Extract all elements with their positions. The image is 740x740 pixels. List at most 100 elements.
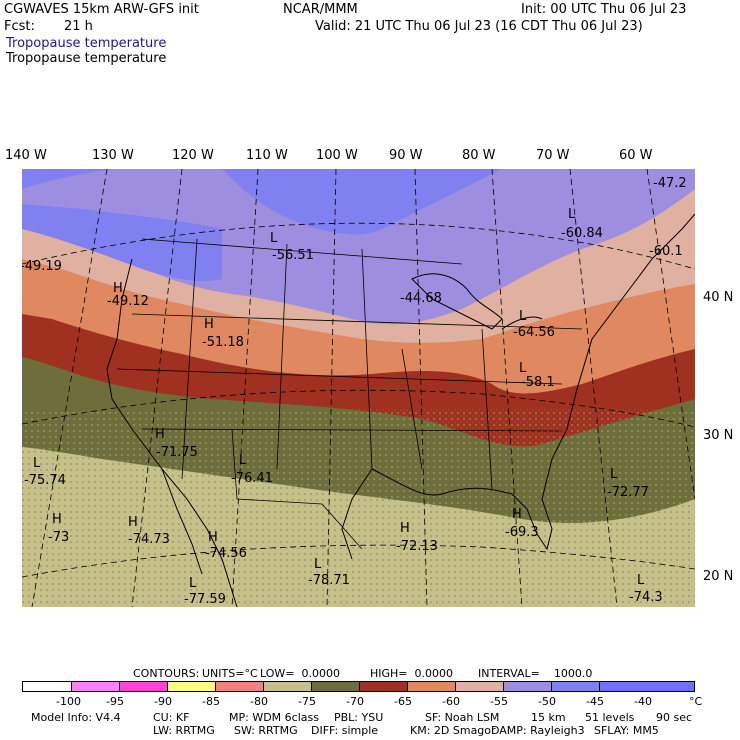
valid-time: Valid: 21 UTC Thu 06 Jul 23 (16 CDT Thu … bbox=[315, 19, 643, 34]
lon-label: 100 W bbox=[316, 148, 358, 163]
color-bar-label: -55 bbox=[490, 695, 508, 708]
field-value: -71.75 bbox=[156, 445, 198, 460]
damp-scheme: DAMP: Rayleigh3 bbox=[491, 724, 585, 737]
field-title-2: Tropopause temperature bbox=[6, 51, 167, 66]
field-value: -49.12 bbox=[107, 294, 149, 309]
lw-scheme: LW: RRTMG bbox=[153, 724, 215, 737]
color-bar-cell bbox=[455, 681, 504, 692]
sf-scheme: SF: Noah LSM bbox=[425, 711, 500, 724]
color-bar-cell bbox=[263, 681, 312, 692]
color-bar-cell bbox=[119, 681, 168, 692]
color-bar-cell bbox=[167, 681, 216, 692]
pbl-scheme: PBL: YSU bbox=[334, 711, 384, 724]
color-bar-label: -85 bbox=[202, 695, 220, 708]
field-value: -74.73 bbox=[128, 532, 170, 547]
field-value: -49.19 bbox=[22, 259, 62, 274]
low-marker: L bbox=[239, 453, 247, 468]
lon-label: 140 W bbox=[5, 148, 47, 163]
forecast-hour: 21 h bbox=[64, 19, 93, 34]
interval-label: INTERVAL= 1000.0 bbox=[478, 667, 593, 680]
lat-label: 30 N bbox=[703, 428, 734, 443]
init-time: Init: 00 UTC Thu 06 Jul 23 bbox=[521, 2, 687, 17]
low-marker: L bbox=[189, 576, 197, 591]
color-bar-cell bbox=[71, 681, 120, 692]
sw-scheme: SW: RRTMG bbox=[234, 724, 298, 737]
color-bar-cell bbox=[599, 681, 695, 692]
lon-label: 70 W bbox=[536, 148, 570, 163]
model-info: Model Info: V4.4 bbox=[31, 711, 121, 724]
color-bar-label: -95 bbox=[106, 695, 124, 708]
color-bar-label: -60 bbox=[442, 695, 460, 708]
low-marker: L bbox=[519, 361, 527, 376]
coastlines bbox=[106, 213, 695, 607]
low-marker: L bbox=[568, 207, 576, 222]
color-bar-units: °C bbox=[689, 695, 703, 708]
field-value: -74.3 bbox=[629, 590, 663, 605]
color-bar-cell bbox=[503, 681, 552, 692]
lon-label: 120 W bbox=[172, 148, 214, 163]
field-value: -58.1 bbox=[521, 375, 555, 390]
band-blue-west bbox=[22, 204, 222, 281]
sflay-scheme: SFLAY: MM5 bbox=[594, 724, 659, 737]
field-value: -72.13 bbox=[396, 539, 438, 554]
color-bar-label: -40 bbox=[634, 695, 652, 708]
color-bar-cell bbox=[311, 681, 360, 692]
color-bar-cell bbox=[551, 681, 600, 692]
lon-label: 90 W bbox=[389, 148, 423, 163]
color-bar-label: -50 bbox=[538, 695, 556, 708]
color-bar-cell bbox=[407, 681, 456, 692]
lat-lon-grid bbox=[22, 169, 695, 607]
field-value: -78.71 bbox=[308, 573, 350, 588]
lat-label: 40 N bbox=[703, 290, 734, 305]
map-canvas bbox=[22, 169, 695, 607]
low-marker: L bbox=[519, 309, 527, 324]
color-bar-cell bbox=[215, 681, 264, 692]
mp-scheme: MP: WDM 6class bbox=[229, 711, 319, 724]
tropopause-temperature-map: L -56.51 H -49.12 -49.19 H -51.18 -44.68… bbox=[22, 169, 695, 607]
km-scheme: KM: 2D Smagor bbox=[410, 724, 496, 737]
low-marker: L bbox=[314, 557, 322, 572]
low-marker: L bbox=[270, 231, 278, 246]
field-value: -76.41 bbox=[231, 471, 273, 486]
cu-scheme: CU: KF bbox=[153, 711, 190, 724]
lat-label: 20 N bbox=[703, 569, 734, 584]
model-title: CGWAVES 15km ARW-GFS init bbox=[4, 2, 199, 17]
field-value: -77.59 bbox=[184, 592, 226, 607]
contour-label: CONTOURS: bbox=[133, 667, 200, 680]
color-bar-cell bbox=[22, 681, 72, 692]
state-borders bbox=[116, 238, 583, 550]
field-title-1: Tropopause temperature bbox=[6, 36, 167, 51]
field-value: -60.1 bbox=[649, 244, 683, 259]
high-marker: H bbox=[204, 317, 214, 332]
high-marker: H bbox=[113, 281, 123, 296]
color-bar-label: -45 bbox=[586, 695, 604, 708]
forecast-label: Fcst: bbox=[4, 19, 35, 34]
color-bar-label: -80 bbox=[250, 695, 268, 708]
field-value: -44.68 bbox=[400, 291, 442, 306]
timestep: 90 sec bbox=[656, 711, 693, 724]
low-marker: L bbox=[33, 456, 41, 471]
high-marker: H bbox=[128, 515, 138, 530]
field-value: -51.18 bbox=[202, 335, 244, 350]
field-value: -75.74 bbox=[24, 473, 66, 488]
band-lavender bbox=[22, 169, 695, 325]
color-bar-label: -70 bbox=[346, 695, 364, 708]
high-marker: H bbox=[400, 521, 410, 536]
color-bar-label: -90 bbox=[154, 695, 172, 708]
band-texture bbox=[22, 409, 695, 607]
color-bar-label: -100 bbox=[56, 695, 81, 708]
lon-label: 130 W bbox=[92, 148, 134, 163]
field-value: -47.2 bbox=[653, 176, 687, 191]
lon-label: 110 W bbox=[246, 148, 288, 163]
high-marker: H bbox=[512, 507, 522, 522]
low-marker: L bbox=[637, 573, 645, 588]
high-marker: H bbox=[52, 512, 62, 527]
field-value: -74.56 bbox=[205, 546, 247, 561]
color-bar-label: -65 bbox=[394, 695, 412, 708]
levels: 51 levels bbox=[585, 711, 635, 724]
diff-scheme: DIFF: simple bbox=[311, 724, 379, 737]
color-bar-label: -75 bbox=[298, 695, 316, 708]
high-marker: H bbox=[208, 530, 218, 545]
org-label: NCAR/MMM bbox=[283, 2, 358, 17]
field-value: -56.51 bbox=[272, 248, 314, 263]
